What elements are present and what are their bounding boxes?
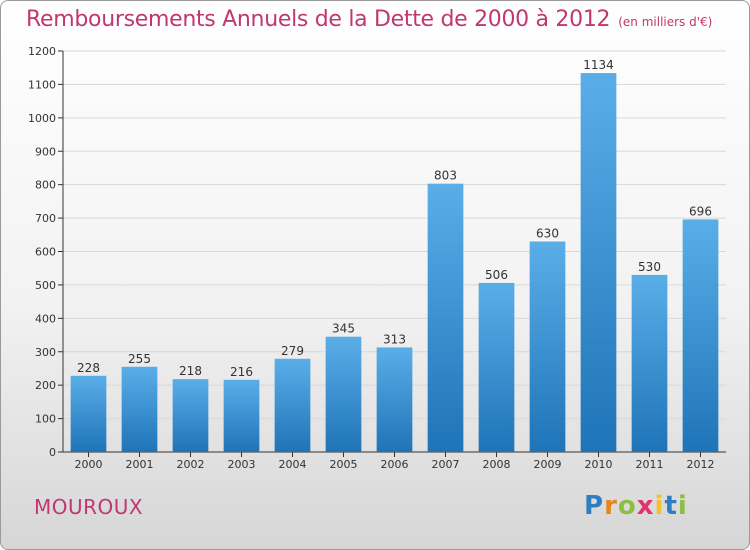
y-tick-label: 200 xyxy=(35,379,56,392)
chart-title: Remboursements Annuels de la Dette de 20… xyxy=(26,7,712,32)
bar-value-label: 255 xyxy=(128,352,151,366)
proxiti-logo: Proxiti xyxy=(584,491,688,521)
bar-value-label: 313 xyxy=(383,332,406,346)
y-tick-label: 600 xyxy=(35,246,56,259)
bar-value-label: 696 xyxy=(689,204,712,218)
bar-value-label: 506 xyxy=(485,268,508,282)
x-tick-label: 2009 xyxy=(534,458,562,471)
x-tick-label: 2001 xyxy=(126,458,154,471)
x-tick-label: 2004 xyxy=(279,458,307,471)
bar xyxy=(121,366,158,452)
x-tick-label: 2007 xyxy=(432,458,460,471)
bar xyxy=(325,336,362,452)
x-tick-label: 2010 xyxy=(585,458,613,471)
bar-value-label: 345 xyxy=(332,322,355,336)
y-tick-label: 400 xyxy=(35,312,56,325)
bar-value-label: 216 xyxy=(230,365,253,379)
x-tick-label: 2000 xyxy=(75,458,103,471)
chart-title-text: Remboursements Annuels de la Dette de 20… xyxy=(26,7,611,32)
logo-letter: i xyxy=(677,491,688,521)
y-tick-label: 1100 xyxy=(28,78,56,91)
bar-value-label: 530 xyxy=(638,260,661,274)
y-tick-label: 1200 xyxy=(28,45,56,58)
logo-letter: r xyxy=(604,491,618,521)
town-name: MOUROUX xyxy=(34,495,144,519)
y-tick-label: 300 xyxy=(35,346,56,359)
bar-value-label: 279 xyxy=(281,344,304,358)
x-tick-label: 2011 xyxy=(636,458,664,471)
chart-subtitle: (en milliers d'€) xyxy=(618,15,713,29)
logo-letter: t xyxy=(664,491,678,521)
bar xyxy=(274,358,311,452)
bar xyxy=(580,73,617,453)
bar-value-label: 1134 xyxy=(583,58,614,72)
bar xyxy=(529,241,566,452)
logo-letter: i xyxy=(654,491,665,521)
logo-letter: o xyxy=(617,491,637,521)
bar-value-label: 228 xyxy=(77,361,100,375)
bar xyxy=(631,274,668,452)
y-tick-label: 800 xyxy=(35,179,56,192)
y-tick-label: 100 xyxy=(35,413,56,426)
bar xyxy=(172,379,209,452)
x-tick-label: 2008 xyxy=(483,458,511,471)
bar-value-label: 630 xyxy=(536,226,559,240)
bar xyxy=(478,282,515,452)
y-tick-label: 500 xyxy=(35,279,56,292)
x-tick-label: 2003 xyxy=(228,458,256,471)
bar xyxy=(70,375,107,452)
x-tick-label: 2012 xyxy=(687,458,715,471)
bar xyxy=(223,379,260,452)
x-tick-label: 2006 xyxy=(381,458,409,471)
logo-letter: P xyxy=(584,491,605,521)
y-tick-label: 0 xyxy=(49,446,56,459)
y-tick-label: 1000 xyxy=(28,112,56,125)
bar xyxy=(376,347,413,452)
x-tick-label: 2002 xyxy=(177,458,205,471)
bar-value-label: 803 xyxy=(434,169,457,183)
y-tick-label: 700 xyxy=(35,212,56,225)
bar xyxy=(427,183,464,452)
bar xyxy=(682,219,719,452)
x-tick-label: 2005 xyxy=(330,458,358,471)
y-tick-label: 900 xyxy=(35,145,56,158)
bar-value-label: 218 xyxy=(179,364,202,378)
logo-letter: x xyxy=(636,491,655,521)
